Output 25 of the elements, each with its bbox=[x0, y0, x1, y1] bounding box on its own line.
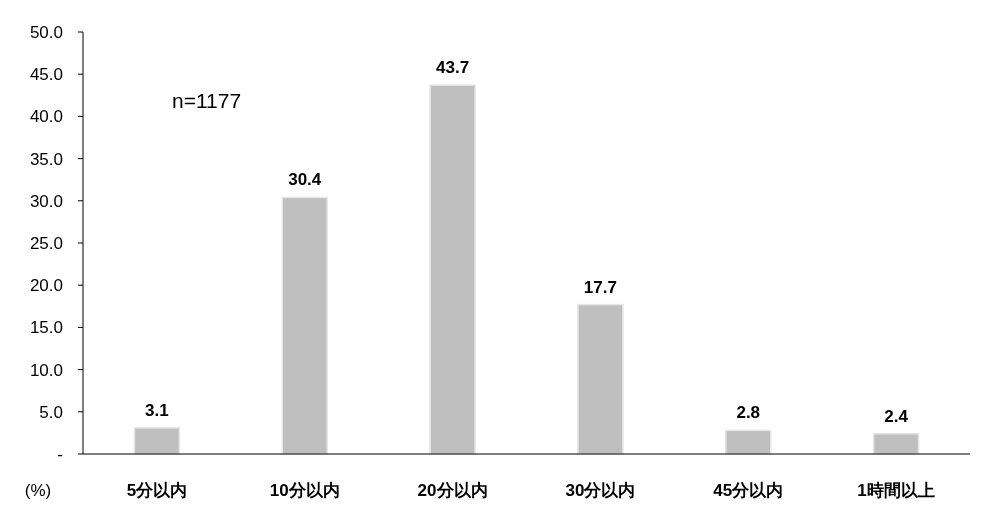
x-tick-label: 5分以内 bbox=[126, 481, 188, 500]
y-tick-label: 25.0 bbox=[29, 234, 63, 253]
x-tick-label: 20分以内 bbox=[417, 481, 488, 500]
y-tick-label: 10.0 bbox=[29, 360, 63, 380]
data-label: 30.4 bbox=[288, 170, 322, 190]
data-label: 3.1 bbox=[145, 400, 169, 420]
y-tick-label: 30.0 bbox=[29, 191, 63, 211]
annotation: n=1177 bbox=[172, 89, 242, 112]
data-label: 43.7 bbox=[436, 58, 470, 78]
x-tick-label: 30分以内 bbox=[565, 481, 636, 500]
data-label: 17.7 bbox=[583, 277, 617, 297]
x-tick-label: 10分以内 bbox=[269, 481, 340, 500]
data-label: 2.4 bbox=[884, 406, 909, 426]
data-label: 2.8 bbox=[736, 403, 761, 423]
y-tick-label: 35.0 bbox=[29, 149, 63, 169]
x-tick-label: 1時間以上 bbox=[857, 481, 935, 500]
y-tick-label: 45.0 bbox=[29, 65, 63, 85]
y-tick-label: 50.0 bbox=[29, 23, 63, 42]
y-tick-label: 15.0 bbox=[29, 318, 63, 338]
y-tick-label: 20.0 bbox=[29, 276, 63, 296]
y-tick-label: 5.0 bbox=[39, 402, 63, 422]
x-tick-label: 45分以内 bbox=[713, 481, 784, 500]
y-axis-title: (%) bbox=[24, 481, 52, 500]
y-tick-label: - bbox=[57, 445, 63, 464]
y-tick-label: 40.0 bbox=[29, 107, 63, 127]
